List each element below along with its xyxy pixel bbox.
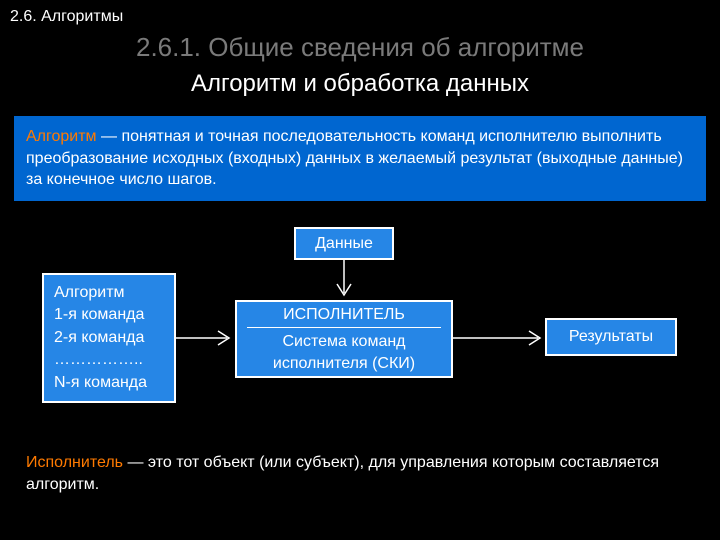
definition-executor: Исполнитель — это тот объект (или субъек… bbox=[14, 442, 706, 505]
section-title: 2.6.1. Общие сведения об алгоритме bbox=[0, 32, 720, 63]
keyword-algorithm: Алгоритм bbox=[26, 128, 97, 145]
algo-line-2: 2-я команда bbox=[54, 327, 144, 349]
algo-line-1: 1-я команда bbox=[54, 304, 144, 326]
algo-line-4: N-я команда bbox=[54, 372, 147, 394]
executor-sub1: Система команд bbox=[282, 331, 405, 353]
results-label: Результаты bbox=[569, 328, 653, 346]
executor-title: ИСПОЛНИТЕЛЬ bbox=[247, 304, 441, 329]
node-data: Данные bbox=[294, 227, 394, 260]
definition-algorithm: Алгоритм — понятная и точная последовате… bbox=[14, 116, 706, 201]
node-executor: ИСПОЛНИТЕЛЬ Система команд исполнителя (… bbox=[235, 300, 453, 378]
breadcrumb: 2.6. Алгоритмы bbox=[10, 8, 123, 26]
node-algorithm: Алгоритм 1-я команда 2-я команда ……………..… bbox=[42, 273, 176, 403]
algo-line-0: Алгоритм bbox=[54, 282, 125, 304]
keyword-executor: Исполнитель bbox=[26, 454, 123, 471]
executor-sub2: исполнителя (СКИ) bbox=[273, 353, 415, 375]
flowchart: Алгоритм 1-я команда 2-я команда ……………..… bbox=[0, 215, 720, 435]
node-results: Результаты bbox=[545, 318, 677, 356]
algo-line-3: …………….. bbox=[54, 349, 143, 371]
data-label: Данные bbox=[315, 235, 373, 253]
page-subtitle: Алгоритм и обработка данных bbox=[0, 70, 720, 98]
definition-algorithm-text: — понятная и точная последовательность к… bbox=[26, 128, 683, 188]
